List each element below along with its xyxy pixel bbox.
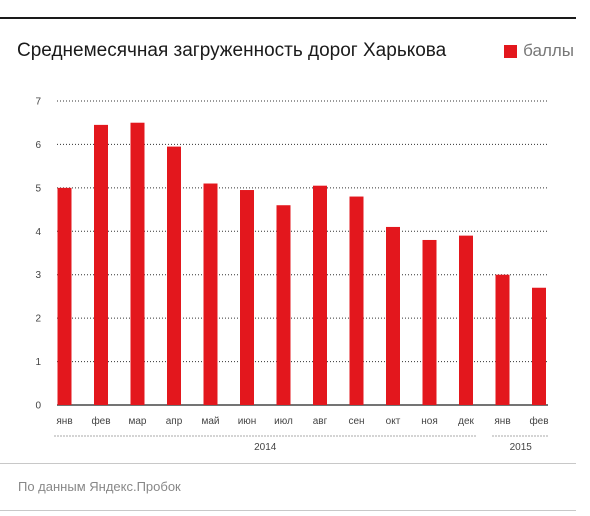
bar: [130, 122, 145, 405]
x-tick-label: июн: [238, 416, 257, 427]
bar: [167, 146, 181, 405]
y-tick-label: 1: [35, 357, 41, 368]
x-tick-label: авг: [313, 416, 328, 427]
bottom-rule: [0, 463, 576, 464]
year-label: 2015: [510, 442, 533, 453]
bar: [313, 185, 327, 405]
y-tick-label: 6: [35, 140, 41, 151]
x-tick-label: дек: [458, 416, 474, 427]
x-tick-label: фев: [91, 415, 110, 427]
bar: [94, 124, 108, 405]
bar: [240, 190, 254, 405]
x-tick-label: окт: [386, 416, 401, 427]
legend: баллы: [504, 41, 574, 61]
footer-rule: [0, 510, 576, 511]
top-rule: [0, 17, 576, 19]
bar: [495, 274, 510, 405]
bar: [532, 287, 546, 405]
y-tick-label: 7: [35, 97, 41, 108]
y-tick-label: 0: [35, 401, 41, 412]
bar: [203, 183, 218, 405]
legend-label: баллы: [523, 41, 574, 60]
x-tick-label: янв: [56, 416, 72, 427]
legend-swatch: [504, 44, 518, 58]
bar: [57, 187, 72, 405]
y-tick-label: 3: [35, 270, 41, 281]
year-label: 2014: [254, 442, 277, 453]
y-tick-label: 5: [35, 183, 41, 194]
x-tick-label: апр: [166, 416, 183, 427]
x-tick-label: июл: [274, 416, 293, 427]
bar: [386, 226, 400, 405]
bar: [422, 239, 437, 405]
x-tick-label: янв: [494, 416, 510, 427]
x-tick-label: ноя: [421, 416, 438, 427]
x-tick-label: сен: [348, 416, 364, 427]
source-note: По данным Яндекс.Пробок: [18, 479, 181, 494]
x-tick-label: мар: [129, 416, 147, 427]
chart-title: Среднемесячная загруженность дорог Харьк…: [17, 40, 447, 61]
y-tick-label: 4: [35, 227, 41, 238]
bar: [276, 205, 291, 405]
y-tick-label: 2: [35, 314, 41, 325]
x-tick-label: май: [201, 416, 219, 427]
x-tick-label: фев: [529, 415, 548, 427]
bar: [459, 235, 473, 405]
bar: [349, 196, 364, 405]
